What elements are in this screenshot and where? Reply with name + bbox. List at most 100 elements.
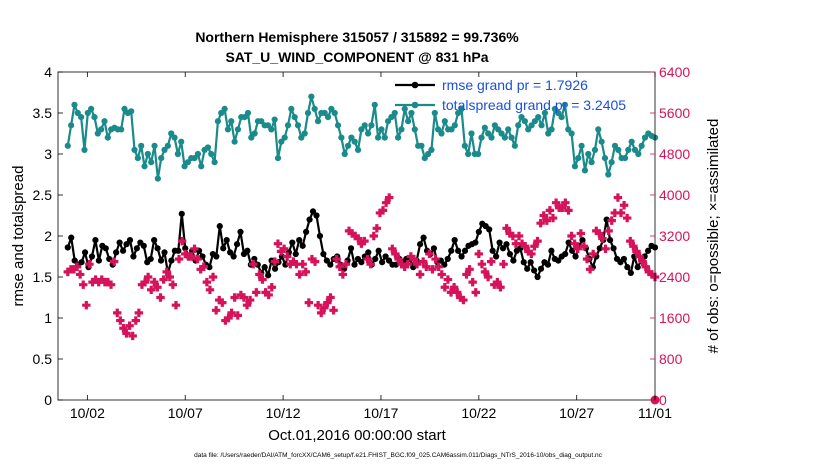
obs-assimilated-point <box>527 249 536 259</box>
data-point <box>520 259 527 266</box>
data-point <box>148 159 155 166</box>
obs-assimilated-point <box>622 213 632 223</box>
y-tick-label: 0 <box>44 392 52 408</box>
data-point <box>71 101 78 108</box>
data-point <box>130 253 137 260</box>
obs-assimilated-point <box>425 249 434 259</box>
data-point <box>328 105 335 112</box>
obs-assimilated-point <box>72 262 82 271</box>
data-point <box>498 130 505 137</box>
data-point <box>248 134 255 141</box>
obs-assimilated-point <box>147 285 156 295</box>
data-point <box>174 150 181 158</box>
obs-assimilated-point <box>193 254 202 264</box>
data-point <box>161 146 168 153</box>
x-tick-label: 10/17 <box>363 405 398 421</box>
data-point <box>496 239 503 246</box>
data-point <box>213 253 220 260</box>
obs-assimilated-point <box>153 283 162 292</box>
obs-assimilated-point <box>168 280 178 289</box>
footnote: data file: /Users/raeder/DAI/ATM_forcXX/… <box>194 452 603 459</box>
obs-assimilated-point <box>218 298 227 307</box>
data-point <box>620 255 628 263</box>
obs-assimilated-point <box>468 277 477 287</box>
data-point <box>230 253 237 260</box>
data-point <box>518 114 525 121</box>
obs-assimilated-point <box>428 265 437 274</box>
obs-assimilated-point <box>258 275 267 284</box>
data-point <box>368 122 375 129</box>
y-right-tick-label: 5600 <box>659 105 690 121</box>
obs-assimilated-point <box>301 267 310 277</box>
data-point <box>581 167 589 174</box>
obs-assimilated-point <box>326 293 335 302</box>
data-point <box>309 208 317 215</box>
obs-assimilated-point <box>332 254 341 264</box>
obs-assimilated-point <box>372 224 382 233</box>
data-point <box>284 122 292 129</box>
obs-assimilated-point <box>641 262 650 271</box>
data-point <box>334 122 342 129</box>
x-tick-label: 10/12 <box>266 405 301 421</box>
x-tick-label: 11/01 <box>638 405 672 421</box>
data-point <box>568 130 575 137</box>
data-point <box>292 250 299 258</box>
data-point <box>141 163 148 170</box>
series-1 <box>64 93 659 182</box>
data-point <box>228 118 235 125</box>
data-point <box>545 130 552 137</box>
data-point <box>133 245 140 252</box>
data-point <box>364 130 372 137</box>
obs-assimilated-point <box>629 242 638 251</box>
y-right-tick-label: 4800 <box>659 146 690 162</box>
obs-assimilated-point <box>134 308 144 318</box>
data-point <box>455 247 462 254</box>
data-point <box>465 150 472 158</box>
data-point <box>161 249 168 256</box>
obs-assimilated-point <box>632 247 641 256</box>
obs-assimilated-point <box>394 254 403 264</box>
data-point <box>178 210 185 217</box>
data-point <box>104 134 111 141</box>
data-point <box>631 146 639 153</box>
data-point <box>548 126 555 133</box>
data-point <box>224 126 232 133</box>
data-point <box>126 237 134 244</box>
obs-assimilated-point <box>122 329 131 338</box>
obs-assimilated-point <box>561 198 570 207</box>
y-tick-label: 2.5 <box>33 187 53 203</box>
obs-assimilated-point <box>255 270 264 279</box>
data-point <box>365 249 372 256</box>
data-point <box>116 239 123 246</box>
data-point <box>221 105 228 112</box>
data-point <box>558 114 565 121</box>
obs-assimilated-point <box>499 259 508 269</box>
data-point <box>501 134 508 141</box>
obs-assimilated-point <box>604 226 613 236</box>
obs-assimilated-point <box>619 201 629 210</box>
data-point <box>78 259 85 266</box>
data-point <box>268 126 275 133</box>
y-right-tick-label: 1600 <box>659 310 690 326</box>
y-axis-right-label: # of obs: o=possible; ×=assimilated <box>705 119 722 354</box>
data-point <box>401 105 408 112</box>
data-point <box>220 245 227 252</box>
data-point <box>244 109 252 117</box>
legend-marker <box>411 81 419 89</box>
obs-assimilated-point <box>579 242 589 251</box>
data-point <box>503 241 510 248</box>
obs-assimilated-point <box>366 259 375 269</box>
data-point <box>378 126 385 133</box>
data-point <box>258 118 265 125</box>
y-tick-label: 3.5 <box>33 105 53 121</box>
data-point <box>234 126 242 133</box>
y-right-tick-label: 0 <box>659 392 667 408</box>
data-point <box>144 150 151 158</box>
obs-assimilated-point <box>520 242 530 251</box>
data-point <box>68 234 75 241</box>
obs-assimilated-point <box>564 206 573 215</box>
obs-assimilated-point <box>453 288 462 297</box>
data-point <box>491 122 498 129</box>
obs-assimilated-point <box>279 244 289 254</box>
data-point <box>425 150 432 158</box>
